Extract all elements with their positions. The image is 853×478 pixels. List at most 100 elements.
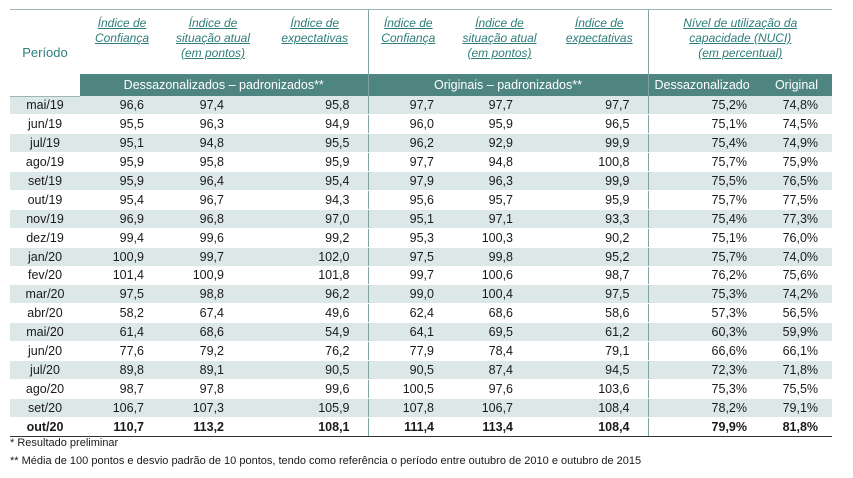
band-original: Original (755, 74, 833, 96)
value-cell: 95,9 (80, 171, 164, 191)
value-cell: 96,3 (448, 171, 551, 191)
value-cell: 106,7 (80, 398, 164, 418)
value-cell: 75,7% (647, 152, 755, 173)
value-cell: 99,6 (164, 228, 262, 248)
value-cell: 100,3 (448, 228, 551, 248)
value-cell: 100,4 (448, 284, 551, 305)
value-cell: 95,9 (448, 114, 551, 135)
value-cell: 75,1% (647, 114, 755, 135)
subheader-band: Dessazonalizados – padronizados** Origin… (10, 74, 833, 96)
indices-table: Período Índice de Confiança Índice de situ… (10, 9, 833, 437)
table-row: fev/20 101,4 100,9 101,8 99,7 100,6 98,7 76,2% 7… (10, 266, 833, 286)
value-cell: 96,5 (551, 114, 648, 135)
value-cell: 97,4 (164, 96, 262, 116)
table-row: jul/19 95,1 94,8 95,5 96,2 92,9 99,9 75,4% 74,9% (10, 133, 833, 154)
value-cell: 97,5 (551, 284, 648, 305)
value-cell: 108,4 (551, 416, 648, 437)
value-cell: 103,6 (551, 379, 648, 399)
value-cell: 107,3 (164, 398, 262, 418)
value-cell: 66,6% (647, 341, 755, 361)
value-cell: 96,6 (80, 96, 164, 116)
period-cell: mar/20 (10, 284, 80, 305)
value-cell: 95,2 (551, 247, 648, 267)
value-cell: 95,5 (80, 114, 164, 135)
value-cell: 108,4 (551, 398, 648, 418)
value-cell: 107,8 (367, 398, 448, 418)
table-row: mar/20 97,5 98,8 96,2 99,0 100,4 97,5 75,3% 74,2… (10, 284, 833, 305)
value-cell: 98,8 (164, 284, 262, 305)
value-cell: 78,4 (448, 341, 551, 361)
value-cell: 74,2% (755, 284, 833, 305)
value-cell: 113,4 (448, 416, 551, 437)
period-cell: ago/20 (10, 379, 80, 399)
value-cell: 96,9 (80, 209, 164, 229)
value-cell: 94,8 (448, 152, 551, 173)
period-cell: set/20 (10, 398, 80, 418)
value-cell: 108,1 (262, 416, 368, 437)
value-cell: 76,2 (262, 341, 368, 361)
value-cell: 95,4 (262, 171, 368, 191)
periodo-header: Período (10, 9, 80, 97)
value-cell: 99,9 (551, 133, 648, 154)
value-cell: 95,9 (262, 152, 368, 173)
period-cell: set/19 (10, 171, 80, 191)
table-row: ago/19 95,9 95,8 95,9 97,7 94,8 100,8 75,7% 75,9… (10, 152, 833, 173)
value-cell: 75,5% (755, 379, 833, 399)
value-cell: 98,7 (80, 379, 164, 399)
value-cell: 94,5 (551, 360, 648, 380)
value-cell: 75,4% (647, 133, 755, 154)
value-cell: 97,7 (448, 96, 551, 116)
period-cell: out/20 (10, 416, 80, 437)
period-cell: dez/19 (10, 228, 80, 248)
value-cell: 94,3 (262, 190, 368, 210)
value-cell: 78,2% (647, 398, 755, 418)
value-cell: 97,0 (262, 209, 368, 229)
table-row: mai/20 61,4 68,6 54,9 64,1 69,5 61,2 60,3% 59,9% (10, 322, 833, 343)
table-row: set/20 106,7 107,3 105,9 107,8 106,7 108,4 78,2… (10, 398, 833, 418)
value-cell: 49,6 (262, 303, 368, 324)
value-cell: 97,7 (367, 152, 448, 173)
col-header-situacao-dessaz: Índice de situação atual (em pontos) (164, 9, 262, 74)
value-cell: 79,1% (755, 398, 833, 418)
value-cell: 95,1 (80, 133, 164, 154)
value-cell: 69,5 (448, 322, 551, 343)
value-cell: 95,4 (80, 190, 164, 210)
value-cell: 75,7% (647, 247, 755, 267)
table-row: abr/20 58,2 67,4 49,6 62,4 68,6 58,6 57,3% 56,5% (10, 303, 833, 324)
value-cell: 76,0% (755, 228, 833, 248)
value-cell: 58,6 (551, 303, 648, 324)
period-cell: mai/19 (10, 96, 80, 116)
value-cell: 75,3% (647, 379, 755, 399)
value-cell: 94,9 (262, 114, 368, 135)
value-cell: 81,8% (755, 416, 833, 437)
period-cell: out/19 (10, 190, 80, 210)
col-header-nuci: Nível de utilização da capacidade (NUCI)(… (647, 9, 833, 74)
col-header-expectativas-orig: Índice de expectativas (551, 9, 648, 74)
value-cell: 102,0 (262, 247, 368, 267)
value-cell: 101,4 (80, 266, 164, 286)
value-cell: 72,3% (647, 360, 755, 380)
value-cell: 89,8 (80, 360, 164, 380)
value-cell: 97,7 (551, 96, 648, 116)
value-cell: 99,6 (262, 379, 368, 399)
table-row: jan/20 100,9 99,7 102,0 97,5 99,8 95,2 75,7% 74,… (10, 247, 833, 267)
value-cell: 100,8 (551, 152, 648, 173)
value-cell: 74,8% (755, 96, 833, 116)
col-header-confianca-dessaz: Índice de Confiança (80, 9, 164, 74)
value-cell: 95,6 (367, 190, 448, 210)
table-row: jul/20 89,8 89,1 90,5 90,5 87,4 94,5 72,3% 71,8% (10, 360, 833, 380)
value-cell: 97,5 (80, 284, 164, 305)
value-cell: 97,7 (367, 96, 448, 116)
period-cell: nov/19 (10, 209, 80, 229)
value-cell: 75,4% (647, 209, 755, 229)
value-cell: 59,9% (755, 322, 833, 343)
value-cell: 96,2 (262, 284, 368, 305)
value-cell: 76,2% (647, 266, 755, 286)
col-header-situacao-orig: Índice de situação atual (em pontos) (448, 9, 551, 74)
table-body: mai/19 96,6 97,4 95,8 97,7 97,7 97,7 75,2% 74,8%… (10, 96, 833, 437)
period-cell: abr/20 (10, 303, 80, 324)
value-cell: 95,8 (164, 152, 262, 173)
header-row: Período Índice de Confiança Índice de situ… (10, 9, 833, 97)
value-cell: 77,5% (755, 190, 833, 210)
value-cell: 61,2 (551, 322, 648, 343)
